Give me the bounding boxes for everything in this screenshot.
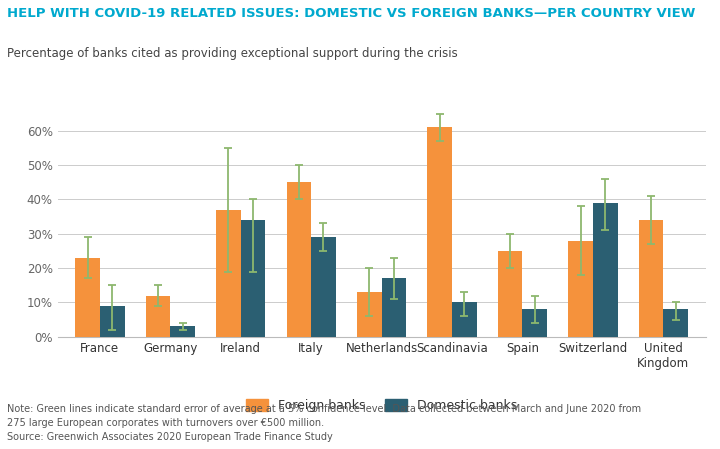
Bar bbox=[428, 128, 452, 337]
Bar bbox=[498, 251, 523, 337]
Bar bbox=[171, 326, 195, 337]
Bar bbox=[452, 303, 477, 337]
Text: Note: Green lines indicate standard error of average at a 5% confidence level. D: Note: Green lines indicate standard erro… bbox=[7, 404, 642, 442]
Bar bbox=[357, 292, 382, 337]
Legend: Foreign banks, Domestic banks: Foreign banks, Domestic banks bbox=[241, 394, 522, 418]
Bar bbox=[311, 237, 336, 337]
Bar bbox=[523, 309, 547, 337]
Bar bbox=[382, 278, 406, 337]
Bar bbox=[145, 295, 171, 337]
Bar bbox=[75, 258, 100, 337]
Text: HELP WITH COVID-19 RELATED ISSUES: DOMESTIC VS FOREIGN BANKS—PER COUNTRY VIEW: HELP WITH COVID-19 RELATED ISSUES: DOMES… bbox=[7, 7, 696, 20]
Bar bbox=[663, 309, 688, 337]
Bar bbox=[100, 306, 125, 337]
Bar bbox=[593, 203, 618, 337]
Bar bbox=[287, 182, 311, 337]
Bar bbox=[240, 220, 266, 337]
Bar bbox=[216, 210, 240, 337]
Bar bbox=[639, 220, 663, 337]
Bar bbox=[568, 241, 593, 337]
Text: Percentage of banks cited as providing exceptional support during the crisis: Percentage of banks cited as providing e… bbox=[7, 47, 458, 60]
